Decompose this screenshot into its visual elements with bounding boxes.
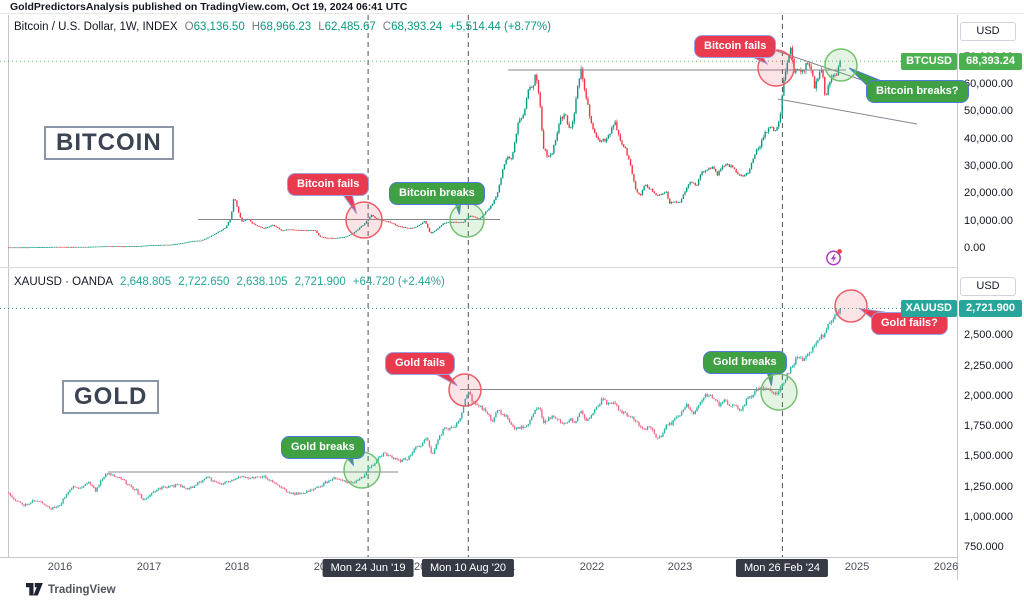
gold-candles [7, 308, 841, 511]
btc-currency-button[interactable]: USD [960, 22, 1016, 41]
change-value: +5,514.44 (+8.77%) [449, 21, 551, 33]
annotation-bubble[interactable]: Bitcoin fails [694, 35, 777, 58]
attribution-bar: GoldPredictorsAnalysis published on Trad… [0, 0, 1024, 14]
annotation-bubble[interactable]: Gold breaks [281, 436, 365, 459]
ohlc-value: 2,638.105 [236, 276, 288, 288]
btc-legend: Bitcoin / U.S. Dollar, 1W, INDEX O63,136.… [14, 21, 551, 33]
price-tick: 0.00 [964, 242, 986, 254]
price-tick: 1,000.000 [964, 511, 1013, 523]
tradingview-logo[interactable]: TradingView [26, 583, 116, 596]
price-tick: 30,000.00 [964, 160, 1013, 172]
price-tick: 1,250.000 [964, 481, 1013, 493]
date-marker: Mon 10 Aug '20 [421, 559, 515, 577]
price-tick: 10,000.00 [964, 215, 1013, 227]
price-tick: 60,000.00 [964, 78, 1013, 90]
btc-price-tag-value: 68,393.24 [959, 53, 1022, 70]
fail-circle-marker[interactable] [834, 289, 868, 323]
year-label: 2018 [224, 561, 250, 573]
ohlc-value: 2,721.900 [294, 276, 346, 288]
gold-price-tag-value: 2,721.900 [959, 300, 1022, 317]
trend-lines[interactable] [108, 48, 918, 473]
boost-lightning-icon[interactable] [824, 247, 844, 267]
year-label: 2016 [47, 561, 73, 573]
ohlc-value: 2,648.805 [120, 276, 172, 288]
price-tick: 2,000.000 [964, 390, 1013, 402]
annotation-bubble[interactable]: Gold fails [385, 352, 456, 375]
price-tick: 750.000 [964, 541, 1004, 553]
ohlc-letter: H [251, 21, 261, 33]
date-marker: Mon 24 Jun '19 [322, 559, 414, 577]
ohlc-value: 68,393.24 [391, 21, 443, 33]
ohlc-value: 63,136.50 [193, 21, 245, 33]
annotation-bubble[interactable]: Bitcoin breaks [389, 182, 485, 205]
price-tick: 40,000.00 [964, 133, 1013, 145]
change-value: +64.720 (+2.44%) [352, 276, 445, 288]
btc-candles [7, 45, 841, 249]
ohlc-value: 68,966.23 [260, 21, 312, 33]
bitcoin-watermark-label: BITCOIN [44, 126, 174, 160]
price-tick: 1,500.000 [964, 450, 1013, 462]
year-label: 2023 [667, 561, 693, 573]
year-label: 2022 [579, 561, 605, 573]
break-circle-marker[interactable] [824, 48, 858, 82]
break-circle-marker[interactable] [760, 373, 798, 411]
year-label: 2026 [933, 561, 959, 573]
price-scale-border [957, 15, 958, 580]
ohlc-letter: C [382, 21, 392, 33]
tradingview-logo-mark [26, 583, 43, 596]
plot-left-border [8, 15, 9, 557]
gold-symbol-title[interactable]: XAUUSD · OANDA [14, 276, 114, 288]
time-axis-border [0, 557, 1024, 558]
ohlc-letter: O [184, 21, 194, 33]
btc-price-tag-symbol: BTCUSD [901, 53, 957, 70]
price-tick: 2,500.000 [964, 329, 1013, 341]
date-marker: Mon 26 Feb '24 [735, 559, 829, 577]
event-markers[interactable] [339, 41, 886, 489]
gold-legend: XAUUSD · OANDA 2,648.805 2,722.650 2,638.10… [14, 276, 445, 288]
fail-circle-marker[interactable] [345, 201, 383, 239]
price-scale[interactable] [958, 15, 1024, 580]
price-tick: 2,250.000 [964, 360, 1013, 372]
ohlc-letter: L [318, 21, 325, 33]
gold-currency-button[interactable]: USD [960, 277, 1016, 296]
price-tick: 20,000.00 [964, 187, 1013, 199]
gold-price-tag-symbol: XAUUSD [900, 300, 957, 317]
annotation-bubble[interactable]: Gold breaks [703, 351, 787, 374]
ohlc-value: 2,722.650 [178, 276, 230, 288]
tradingview-logo-text: TradingView [48, 583, 116, 596]
year-label: 2017 [136, 561, 162, 573]
pane-divider[interactable] [0, 267, 1024, 268]
annotation-bubble[interactable]: Bitcoin breaks? [866, 80, 969, 103]
fail-circle-marker[interactable] [448, 373, 482, 407]
btc-symbol-title[interactable]: Bitcoin / U.S. Dollar, 1W, INDEX [14, 21, 178, 33]
break-circle-marker[interactable] [449, 202, 485, 238]
annotation-bubble[interactable]: Bitcoin fails [287, 173, 370, 196]
ohlc-value: 62,485.67 [324, 21, 376, 33]
year-label: 2025 [844, 561, 870, 573]
price-tick: 50,000.00 [964, 105, 1013, 117]
price-tick: 1,750.000 [964, 420, 1013, 432]
gold-watermark-label: GOLD [62, 380, 160, 414]
